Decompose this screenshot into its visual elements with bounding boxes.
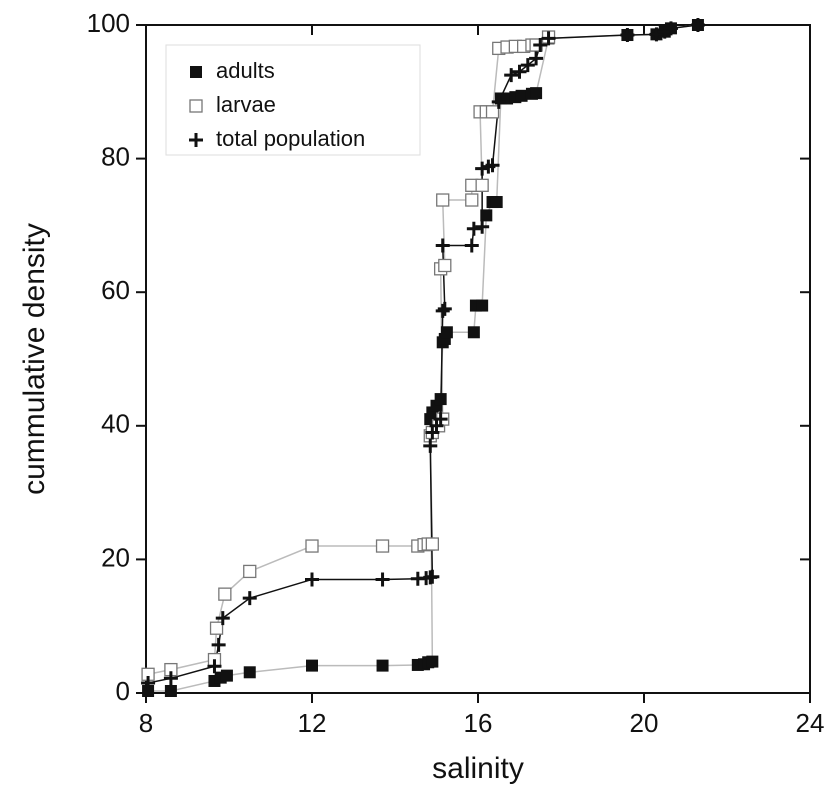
marker <box>211 637 226 652</box>
marker <box>504 68 519 83</box>
marker <box>476 299 489 312</box>
marker <box>243 666 256 679</box>
marker <box>218 587 232 601</box>
marker <box>207 659 222 674</box>
legend-label: adults <box>216 58 275 83</box>
marker <box>515 89 528 102</box>
y-tick-label: 20 <box>101 542 130 572</box>
marker <box>190 66 202 78</box>
plot-frame <box>145 24 811 694</box>
marker <box>475 219 490 234</box>
marker <box>520 58 535 73</box>
marker <box>533 38 548 53</box>
marker <box>375 539 390 553</box>
x-tick-label: 12 <box>298 708 327 738</box>
marker <box>475 178 489 192</box>
marker <box>690 18 705 32</box>
legend-label: larvae <box>216 92 276 117</box>
marker <box>433 412 448 427</box>
marker <box>425 537 440 551</box>
marker <box>435 303 450 318</box>
legend-label: total population <box>216 126 365 151</box>
marker <box>649 27 664 42</box>
legend-frame <box>165 44 421 156</box>
marker <box>220 669 233 682</box>
marker <box>620 28 635 43</box>
marker <box>512 64 527 79</box>
marker <box>305 572 319 587</box>
marker <box>425 569 440 584</box>
marker <box>440 326 453 339</box>
marker <box>491 94 506 109</box>
marker <box>435 238 450 253</box>
marker <box>467 326 480 339</box>
marker <box>438 258 452 273</box>
marker <box>485 105 500 119</box>
x-tick-label: 8 <box>139 708 153 738</box>
marker <box>434 393 447 406</box>
marker <box>509 91 522 104</box>
marker <box>490 196 503 209</box>
marker <box>142 684 155 697</box>
marker <box>375 572 390 587</box>
marker <box>466 221 481 236</box>
marker <box>189 133 203 147</box>
y-tick-label: 80 <box>101 141 130 171</box>
marker <box>423 438 438 453</box>
x-tick-label: 20 <box>630 708 659 738</box>
marker <box>437 301 452 316</box>
marker <box>426 655 439 668</box>
y-tick-label: 0 <box>116 676 130 706</box>
marker <box>485 158 500 173</box>
y-axis-title: cummulative density <box>18 223 51 495</box>
marker <box>475 161 490 176</box>
marker <box>436 193 450 207</box>
marker <box>464 238 479 253</box>
marker <box>242 591 257 606</box>
marker <box>663 21 678 36</box>
marker <box>305 539 319 553</box>
x-axis-title: salinity <box>432 752 524 785</box>
marker <box>529 51 544 66</box>
x-tick-label: 24 <box>796 708 825 738</box>
legend: adults larvae total population <box>165 44 421 156</box>
marker <box>209 621 224 635</box>
marker <box>141 675 156 690</box>
marker <box>530 87 543 100</box>
marker <box>164 684 177 697</box>
marker <box>376 659 389 672</box>
marker <box>163 671 178 686</box>
marker <box>541 31 556 46</box>
y-tick-label: 40 <box>101 409 130 439</box>
marker <box>480 209 493 222</box>
x-tick-label: 16 <box>464 708 493 738</box>
marker <box>306 659 318 672</box>
marker <box>465 193 479 207</box>
y-tick-label: 100 <box>87 8 130 38</box>
y-tick-label: 60 <box>101 275 130 305</box>
marker <box>189 99 203 113</box>
marker <box>243 564 257 579</box>
marker <box>215 611 230 626</box>
